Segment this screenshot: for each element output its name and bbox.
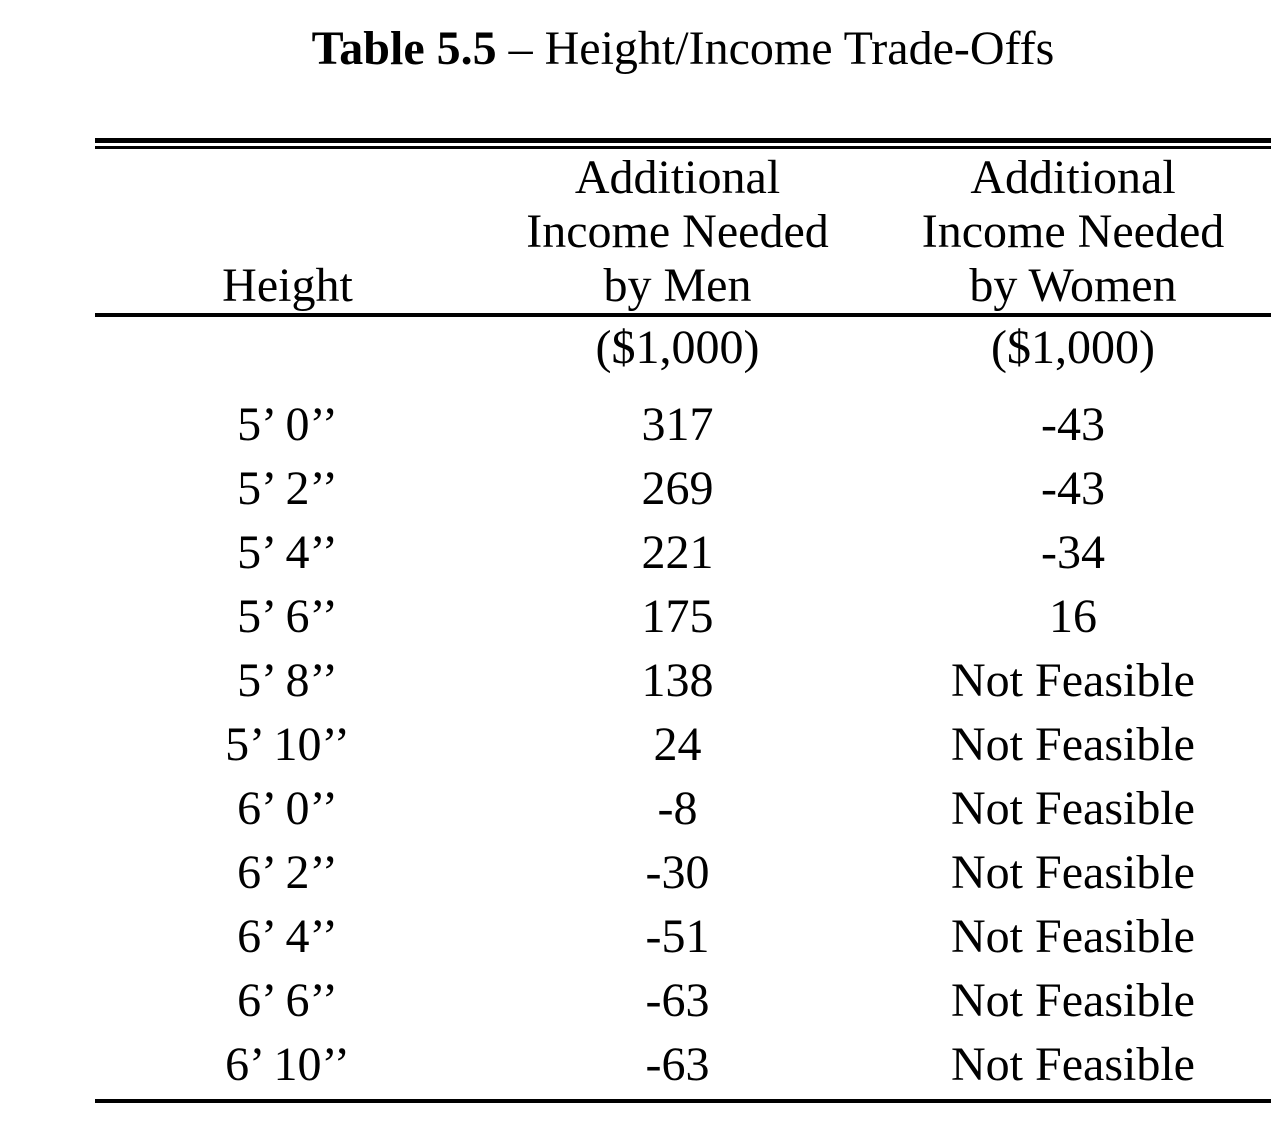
- height-cell: 5’ 0’’: [237, 398, 338, 451]
- table-row: 6’ 0’’ -8 Not Feasible: [95, 777, 1271, 841]
- income-table: Height Additional Income Needed by Men A…: [95, 138, 1271, 1103]
- height-cell: 5’ 8’’: [237, 654, 338, 707]
- units-spacer: [95, 317, 480, 379]
- height-cell: 5’ 10’’: [225, 718, 350, 771]
- men-income-cell: 175: [641, 590, 714, 643]
- header-rule: [95, 313, 1271, 317]
- table-row: 5’ 0’’ 317 -43: [95, 393, 1271, 457]
- men-income-cell: 317: [641, 398, 714, 451]
- men-income-cell: -51: [645, 910, 710, 963]
- men-column-header: Additional Income Needed by Men: [480, 151, 875, 313]
- table-title-caption: – Height/Income Trade-Offs: [496, 22, 1055, 75]
- height-cell: 5’ 2’’: [237, 462, 338, 515]
- height-cell: 6’ 6’’: [237, 974, 338, 1027]
- bottom-rule: [95, 1099, 1271, 1103]
- table-title-number: Table 5.5: [311, 22, 497, 75]
- men-income-cell: 221: [641, 526, 714, 579]
- women-income-cell: Not Feasible: [951, 846, 1195, 899]
- women-income-cell: 16: [1049, 590, 1097, 643]
- height-cell: 6’ 4’’: [237, 910, 338, 963]
- men-income-cell: 138: [641, 654, 714, 707]
- women-units-label: ($1,000): [991, 321, 1155, 374]
- women-income-cell: Not Feasible: [951, 718, 1195, 771]
- table-row: 6’ 2’’ -30 Not Feasible: [95, 841, 1271, 905]
- men-income-cell: 269: [641, 462, 714, 515]
- table-row: 6’ 10’’ -63 Not Feasible: [95, 1033, 1271, 1097]
- women-header-line-1: Additional: [970, 151, 1176, 204]
- height-header-label: Height: [222, 259, 353, 312]
- men-header-line-1: Additional: [574, 151, 781, 204]
- women-column-header: Additional Income Needed by Women: [875, 151, 1271, 313]
- men-income-cell: 24: [653, 718, 702, 771]
- women-header-line-2: Income Needed: [921, 205, 1225, 258]
- height-cell: 5’ 4’’: [237, 526, 338, 579]
- men-income-cell: -30: [645, 846, 710, 899]
- table-row: 6’ 6’’ -63 Not Feasible: [95, 969, 1271, 1033]
- men-income-cell: -8: [657, 782, 698, 835]
- units-row: ($1,000) ($1,000): [95, 317, 1271, 379]
- men-header-line-2: Income Needed: [526, 205, 829, 258]
- height-cell: 6’ 10’’: [225, 1038, 350, 1091]
- women-income-cell: -43: [1041, 462, 1105, 515]
- table-row: 5’ 6’’ 175 16: [95, 585, 1271, 649]
- height-column-header: Height: [95, 151, 480, 313]
- men-header-line-3: by Men: [603, 259, 752, 312]
- women-header-line-3: by Women: [969, 259, 1177, 312]
- women-income-cell: Not Feasible: [951, 974, 1195, 1027]
- table-row: 5’ 4’’ 221 -34: [95, 521, 1271, 585]
- table-title: Table 5.5 – Height/Income Trade-Offs: [95, 21, 1271, 77]
- table-header-row: Height Additional Income Needed by Men A…: [95, 149, 1271, 313]
- men-income-cell: -63: [645, 1038, 710, 1091]
- table-row: 5’ 8’’ 138 Not Feasible: [95, 649, 1271, 713]
- women-income-cell: Not Feasible: [951, 910, 1195, 963]
- women-income-cell: -43: [1041, 398, 1105, 451]
- women-income-cell: -34: [1041, 526, 1105, 579]
- table-row: 6’ 4’’ -51 Not Feasible: [95, 905, 1271, 969]
- height-cell: 6’ 2’’: [237, 846, 338, 899]
- women-income-cell: Not Feasible: [951, 1038, 1195, 1091]
- height-cell: 6’ 0’’: [237, 782, 338, 835]
- table-body: 5’ 0’’ 317 -43 5’ 2’’ 269 -43 5’ 4’’ 221…: [95, 393, 1271, 1097]
- top-double-rule: [95, 138, 1271, 149]
- table-row: 5’ 10’’ 24 Not Feasible: [95, 713, 1271, 777]
- men-income-cell: -63: [645, 974, 710, 1027]
- height-cell: 5’ 6’’: [237, 590, 338, 643]
- table-row: 5’ 2’’ 269 -43: [95, 457, 1271, 521]
- men-units-label: ($1,000): [595, 321, 760, 374]
- women-income-cell: Not Feasible: [951, 782, 1195, 835]
- women-income-cell: Not Feasible: [951, 654, 1195, 707]
